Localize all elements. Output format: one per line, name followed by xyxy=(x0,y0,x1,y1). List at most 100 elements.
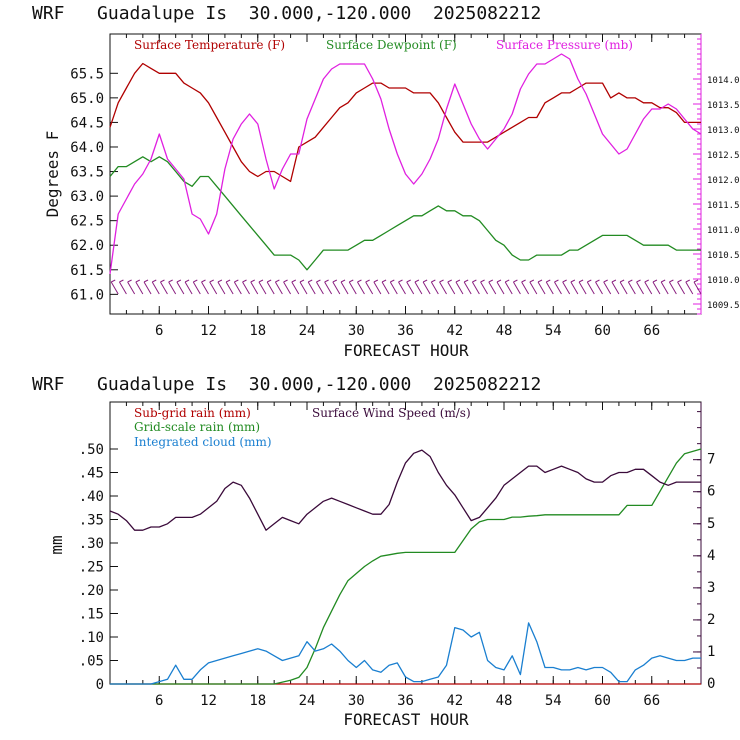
wind-barb xyxy=(627,279,636,295)
wind-speed-line xyxy=(109,449,701,531)
top-panel-title: WRF Guadalupe Is 30.000,-120.000 2025082… xyxy=(32,3,541,24)
wind-barb xyxy=(455,279,464,295)
top-x-axis-label: FORECAST HOUR xyxy=(343,341,469,360)
wind-barb xyxy=(274,279,283,295)
top-x-tick-label: 54 xyxy=(545,323,562,339)
wind-barb xyxy=(668,279,677,295)
top-y-tick-label: 63.5 xyxy=(70,165,104,181)
top-y-tick-label: 61.5 xyxy=(70,263,104,279)
wind-barb xyxy=(521,279,530,295)
wind-barb xyxy=(242,279,250,295)
bottom-y-tick-label: .45 xyxy=(79,466,104,482)
wind-barb xyxy=(439,279,447,295)
wind-barb xyxy=(554,279,562,295)
bottom-x-tick-label: 66 xyxy=(643,693,660,709)
wind-barb xyxy=(365,279,374,295)
wind-barb xyxy=(258,279,267,295)
wind-barb xyxy=(160,279,168,295)
wind-barb xyxy=(168,279,177,295)
wind-barb xyxy=(135,279,144,295)
top-y-tick-label: 64.0 xyxy=(70,140,104,156)
wind-barb xyxy=(118,279,127,295)
bottom-y-tick-label: .05 xyxy=(79,654,104,670)
wind-barb xyxy=(636,279,644,295)
top-x-tick-label: 6 xyxy=(155,323,163,339)
wind-barb xyxy=(677,279,686,295)
bottom-y-tick-label: .25 xyxy=(79,560,104,576)
wind-barb xyxy=(357,279,365,295)
wind-barb xyxy=(603,279,612,295)
top-y-tick-label: 62.0 xyxy=(70,238,104,254)
wind-barb xyxy=(192,279,201,295)
bottom-y-tick-label: .50 xyxy=(79,442,104,458)
pressure-line xyxy=(109,53,702,275)
wind-barb xyxy=(348,279,357,295)
top-y-tick-label: 61.0 xyxy=(70,287,104,303)
top-y-tick-label: 63.0 xyxy=(70,189,104,205)
bottom-y2-tick-label: 7 xyxy=(707,452,715,468)
top-x-tick-label: 12 xyxy=(200,323,217,339)
wind-barb xyxy=(422,279,431,295)
top-y2-tick-label: 1013.5 xyxy=(707,101,740,111)
wind-barb xyxy=(315,279,324,295)
bottom-x-tick-label: 36 xyxy=(397,693,414,709)
wind-barb xyxy=(488,279,497,295)
wind-barb xyxy=(398,279,406,295)
wind-barb xyxy=(504,279,513,295)
legend-gridscale-rain: Grid-scale rain (mm) xyxy=(134,420,260,434)
top-x-tick-label: 48 xyxy=(496,323,513,339)
legend-integrated-cloud: Integrated cloud (mm) xyxy=(134,435,272,449)
top-y-tick-label: 64.5 xyxy=(70,115,104,131)
wind-barb xyxy=(266,279,275,295)
wind-barb xyxy=(545,279,554,295)
bottom-x-tick-label: 48 xyxy=(496,693,513,709)
bottom-x-tick-label: 60 xyxy=(594,693,611,709)
wind-barb xyxy=(143,279,152,295)
legend-wind-speed: Surface Wind Speed (m/s) xyxy=(312,406,471,420)
bottom-y-tick-label: .30 xyxy=(79,536,104,552)
wind-barb xyxy=(480,279,489,295)
legend-pressure: Surface Pressure (mb) xyxy=(496,38,633,52)
wind-barb xyxy=(127,279,136,295)
wind-barb xyxy=(233,279,242,295)
wind-barb xyxy=(578,279,587,295)
wind-barb xyxy=(110,279,119,295)
wind-barb xyxy=(471,279,480,295)
wind-barb xyxy=(463,279,472,295)
bottom-y-tick-label: .35 xyxy=(79,513,104,529)
wind-barb xyxy=(496,279,505,295)
top-y2-tick-label: 1012.5 xyxy=(707,151,740,161)
wind-barb xyxy=(307,279,316,295)
integrated-cloud-line xyxy=(110,622,701,685)
bottom-y-tick-label: .10 xyxy=(79,630,104,646)
wind-barb xyxy=(373,279,382,295)
top-x-tick-label: 30 xyxy=(348,323,365,339)
wind-barb xyxy=(225,279,234,295)
wind-barb xyxy=(299,279,308,295)
bottom-y-tick-label: 0 xyxy=(96,677,104,693)
gridscale-rain-line xyxy=(110,448,702,685)
bottom-x-tick-label: 24 xyxy=(299,693,316,709)
bottom-y-tick-label: .20 xyxy=(79,583,104,599)
top-y2-tick-label: 1009.5 xyxy=(707,301,740,311)
top-x-tick-label: 66 xyxy=(643,323,660,339)
bottom-x-tick-label: 42 xyxy=(446,693,463,709)
top-y-tick-label: 65.0 xyxy=(70,91,104,107)
wind-barb xyxy=(389,279,398,295)
top-y-tick-label: 65.5 xyxy=(70,66,104,82)
wind-barb xyxy=(619,279,628,295)
top-y-axis-label: Degrees F xyxy=(43,131,62,218)
bottom-plot-area: 6 12 18 24 30 36 42 48 54 60 660.05.10.15.20.25.30… xyxy=(79,401,715,709)
wind-barb xyxy=(570,279,579,295)
wind-barb xyxy=(176,279,185,295)
top-y2-tick-label: 1010.0 xyxy=(707,276,740,286)
wind-barb xyxy=(151,279,160,295)
bottom-y2-tick-label: 3 xyxy=(707,580,715,596)
bottom-y-axis-label: mm xyxy=(47,535,66,554)
top-x-tick-label: 60 xyxy=(594,323,611,339)
bottom-y2-tick-label: 2 xyxy=(707,612,715,628)
wind-barb xyxy=(381,279,390,295)
top-x-tick-label: 36 xyxy=(397,323,414,339)
bottom-y-tick-label: .15 xyxy=(79,607,104,623)
wind-barb xyxy=(217,279,226,295)
